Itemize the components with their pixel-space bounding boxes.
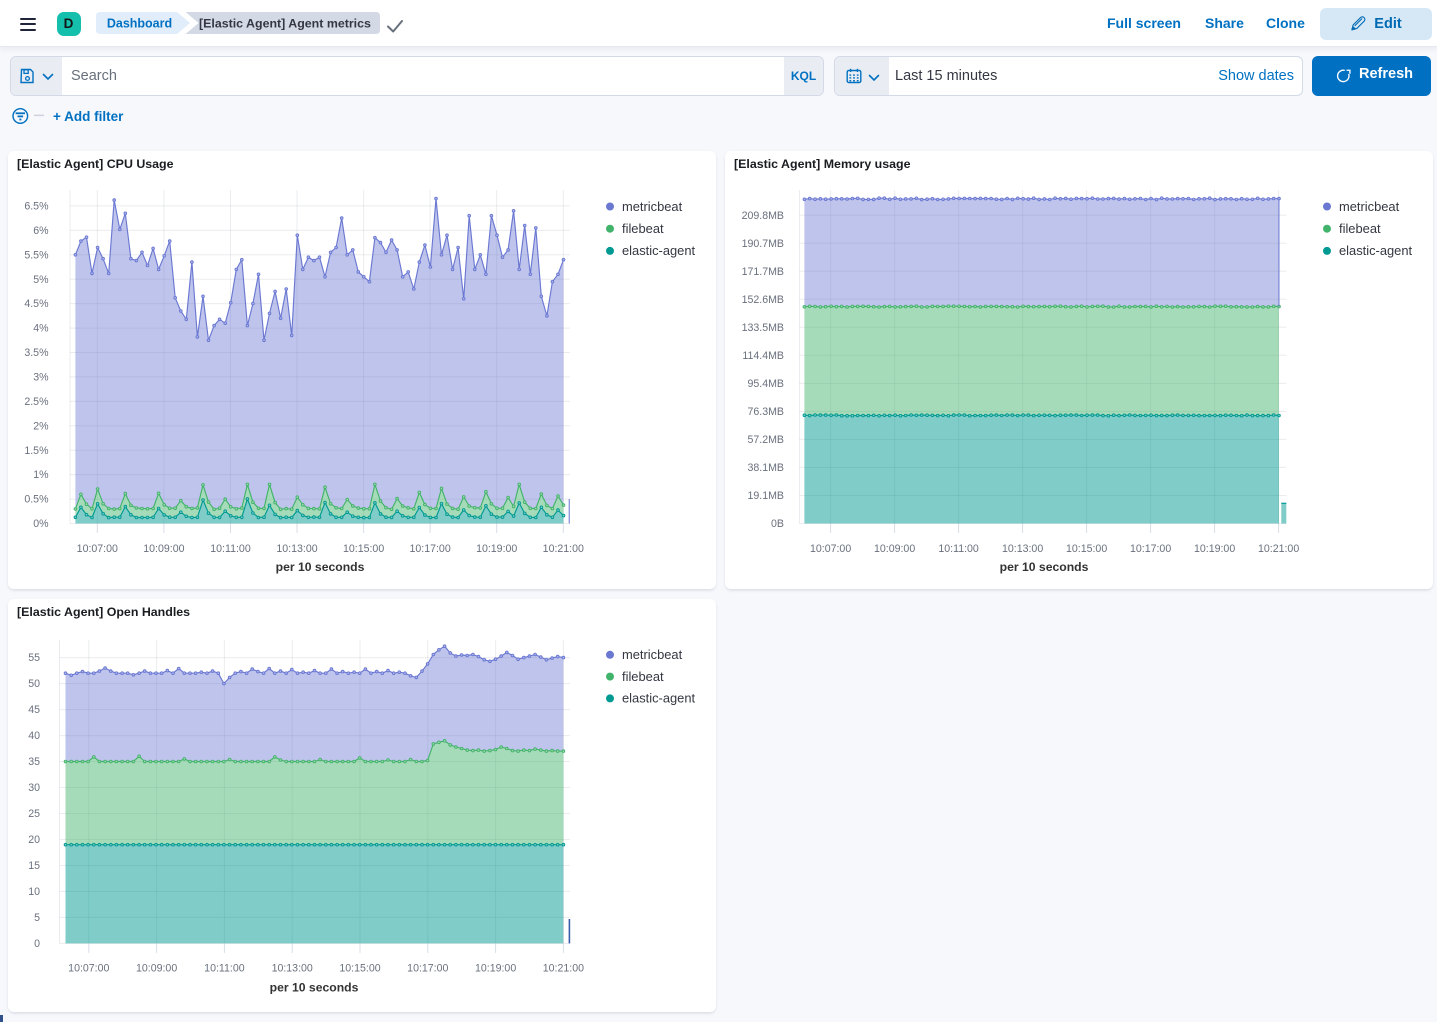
svg-text:metricbeat: metricbeat: [622, 647, 683, 662]
svg-text:10:17:00: 10:17:00: [407, 963, 448, 975]
svg-text:1%: 1%: [33, 469, 49, 481]
svg-text:55: 55: [28, 652, 40, 664]
svg-text:10:21:00: 10:21:00: [1258, 543, 1299, 555]
svg-text:6%: 6%: [33, 225, 49, 237]
svg-text:114.4MB: 114.4MB: [742, 350, 784, 362]
svg-text:30: 30: [28, 782, 40, 794]
svg-text:3.5%: 3.5%: [24, 347, 49, 359]
svg-text:76.3MB: 76.3MB: [747, 406, 784, 418]
svg-text:4%: 4%: [33, 323, 49, 335]
svg-text:25: 25: [28, 808, 40, 820]
svg-text:45: 45: [28, 704, 40, 716]
svg-text:10:15:00: 10:15:00: [1066, 543, 1107, 555]
svg-text:2.5%: 2.5%: [24, 396, 49, 408]
svg-text:elastic-agent: elastic-agent: [1339, 243, 1413, 258]
svg-text:38.1MB: 38.1MB: [747, 462, 784, 474]
svg-text:metricbeat: metricbeat: [1339, 199, 1400, 214]
svg-text:10:17:00: 10:17:00: [409, 543, 450, 555]
svg-text:20: 20: [28, 834, 40, 846]
svg-text:filebeat: filebeat: [1339, 221, 1381, 236]
svg-text:per 10 seconds: per 10 seconds: [1000, 560, 1089, 574]
svg-text:133.5MB: 133.5MB: [742, 322, 784, 334]
svg-text:5%: 5%: [33, 274, 49, 286]
svg-text:per 10 seconds: per 10 seconds: [276, 560, 365, 574]
svg-text:10:09:00: 10:09:00: [136, 963, 177, 975]
svg-text:40: 40: [28, 730, 40, 742]
svg-text:10:17:00: 10:17:00: [1130, 543, 1171, 555]
svg-text:35: 35: [28, 756, 40, 768]
svg-text:10:15:00: 10:15:00: [343, 543, 384, 555]
svg-text:10:13:00: 10:13:00: [272, 963, 313, 975]
svg-text:filebeat: filebeat: [622, 221, 664, 236]
svg-text:152.6MB: 152.6MB: [742, 294, 784, 306]
svg-text:per 10 seconds: per 10 seconds: [270, 981, 359, 995]
svg-text:0B: 0B: [771, 518, 784, 530]
svg-text:10:09:00: 10:09:00: [143, 543, 184, 555]
svg-text:filebeat: filebeat: [622, 669, 664, 684]
svg-text:10: 10: [28, 886, 40, 898]
svg-text:19.1MB: 19.1MB: [747, 490, 784, 502]
svg-text:4.5%: 4.5%: [24, 298, 49, 310]
svg-text:209.8MB: 209.8MB: [742, 210, 784, 222]
svg-text:6.5%: 6.5%: [24, 201, 49, 213]
svg-text:5: 5: [34, 912, 40, 924]
svg-text:10:11:00: 10:11:00: [210, 543, 251, 555]
svg-text:3%: 3%: [33, 372, 49, 384]
svg-text:10:11:00: 10:11:00: [204, 963, 245, 975]
svg-text:10:19:00: 10:19:00: [1194, 543, 1235, 555]
svg-text:10:07:00: 10:07:00: [68, 963, 109, 975]
svg-text:10:21:00: 10:21:00: [543, 963, 584, 975]
svg-text:0: 0: [34, 938, 40, 950]
svg-text:50: 50: [28, 678, 40, 690]
svg-text:10:13:00: 10:13:00: [276, 543, 317, 555]
svg-text:190.7MB: 190.7MB: [742, 238, 784, 250]
svg-text:2%: 2%: [33, 420, 49, 432]
svg-text:1.5%: 1.5%: [24, 445, 49, 457]
svg-text:10:13:00: 10:13:00: [1002, 543, 1043, 555]
svg-text:10:21:00: 10:21:00: [543, 543, 584, 555]
svg-text:171.7MB: 171.7MB: [742, 266, 784, 278]
svg-text:10:11:00: 10:11:00: [938, 543, 979, 555]
svg-text:[Elastic Agent] Agent metrics: [Elastic Agent] Agent metrics: [199, 17, 371, 31]
svg-text:15: 15: [28, 860, 40, 872]
svg-text:0.5%: 0.5%: [24, 494, 49, 506]
svg-text:10:09:00: 10:09:00: [874, 543, 915, 555]
svg-text:elastic-agent: elastic-agent: [622, 243, 696, 258]
svg-text:Dashboard: Dashboard: [107, 16, 172, 30]
svg-text:10:07:00: 10:07:00: [810, 543, 851, 555]
svg-text:10:19:00: 10:19:00: [476, 543, 517, 555]
svg-text:elastic-agent: elastic-agent: [622, 691, 696, 706]
svg-text:10:19:00: 10:19:00: [475, 963, 516, 975]
svg-text:10:15:00: 10:15:00: [339, 963, 380, 975]
svg-text:0%: 0%: [33, 518, 49, 530]
svg-text:5.5%: 5.5%: [24, 249, 49, 261]
svg-text:95.4MB: 95.4MB: [747, 378, 784, 390]
svg-text:metricbeat: metricbeat: [622, 199, 683, 214]
svg-text:57.2MB: 57.2MB: [747, 434, 784, 446]
svg-text:10:07:00: 10:07:00: [77, 543, 118, 555]
